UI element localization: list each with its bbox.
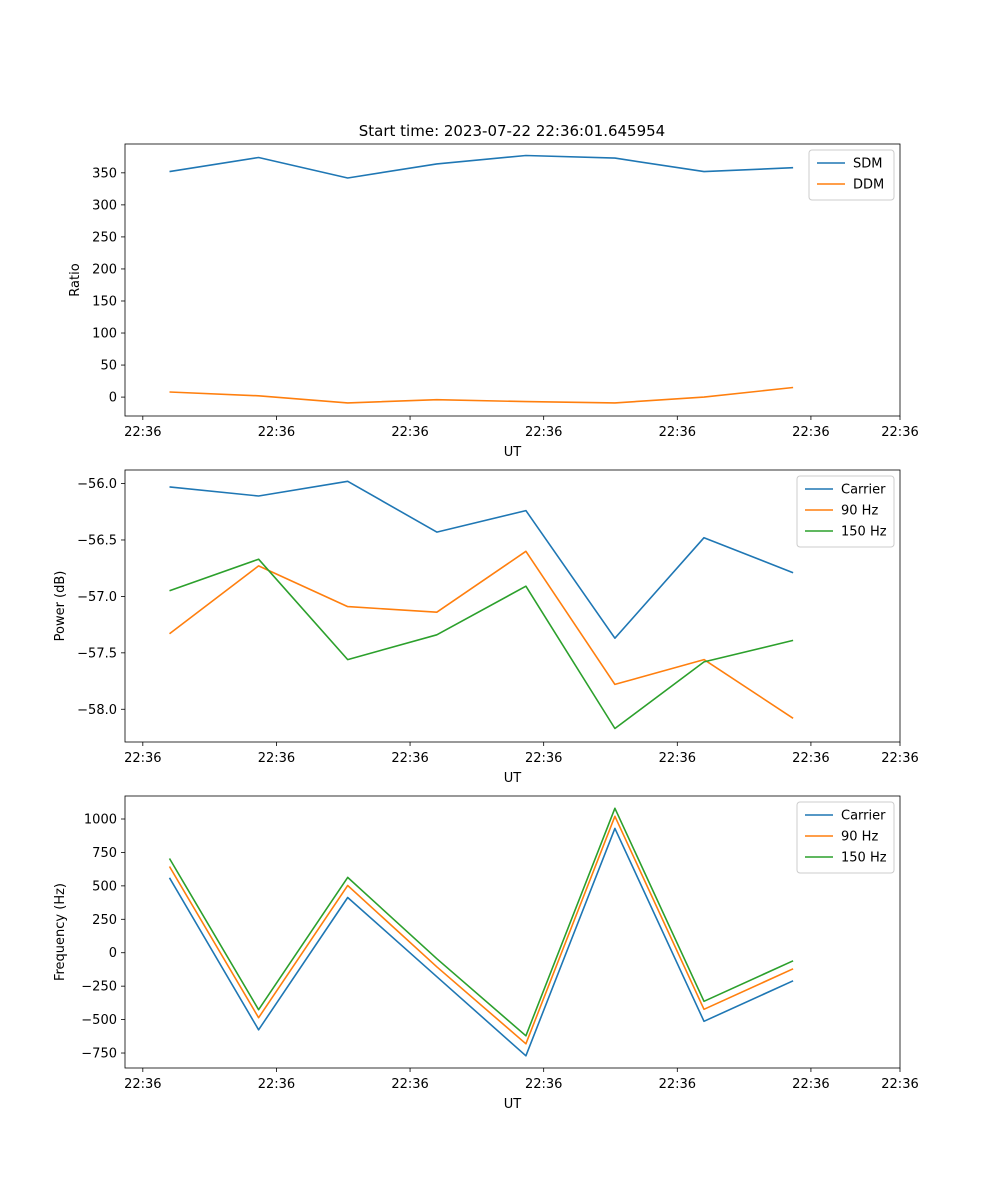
legend-label: 90 Hz [841, 830, 878, 845]
y-tick-label: −58.0 [77, 703, 117, 718]
x-tick-label: 22:36 [525, 751, 562, 766]
x-tick-label: 22:36 [124, 1077, 161, 1092]
x-tick-label: 22:36 [258, 425, 295, 440]
y-axis-label: Power (dB) [53, 571, 68, 642]
x-axis-label: UT [504, 771, 522, 786]
y-tick-label: 200 [92, 262, 117, 277]
legend-box [796, 801, 895, 874]
x-tick-label: 22:36 [391, 1077, 428, 1092]
y-tick-label: −250 [81, 980, 117, 995]
legend: Carrier 90 Hz 150 Hz [796, 475, 895, 548]
series-line-carrier [169, 480, 794, 640]
y-tick-label: −57.0 [77, 590, 117, 605]
y-tick-label: 150 [92, 294, 117, 309]
y-tick-label: 300 [92, 198, 117, 213]
y-tick-label: 0 [109, 946, 117, 961]
y-tick-label: 250 [92, 913, 117, 928]
legend-label: 150 Hz [841, 525, 887, 540]
legend-label: 150 Hz [841, 851, 887, 866]
series-line-carrier [168, 827, 794, 1057]
y-tick-label: 750 [92, 846, 117, 861]
legend-label: Carrier [841, 483, 886, 498]
legend-box [796, 475, 895, 548]
axes-frame [124, 795, 901, 1069]
y-tick-label: −500 [81, 1013, 117, 1028]
legend-label: SDM [853, 157, 882, 172]
x-tick-label: 22:36 [659, 1077, 696, 1092]
x-tick-label: 22:36 [525, 425, 562, 440]
series-line-90-hz [168, 815, 794, 1045]
x-axis-label: UT [504, 445, 522, 460]
legend-label: DDM [853, 178, 884, 193]
subplot-2: 22:36 22:36 22:36 22:36 22:36 22:36 22:36 −56.0… [53, 469, 919, 786]
figure-title: Start time: 2023-07-22 22:36:01.645954 [359, 122, 665, 140]
x-tick-label: 22:36 [881, 1077, 918, 1092]
series-line-ddm [169, 386, 794, 404]
x-tick-label: 22:36 [792, 1077, 829, 1092]
y-tick-label: 1000 [84, 813, 117, 828]
x-tick-label: 22:36 [881, 751, 918, 766]
series-line-150-hz [168, 807, 794, 1037]
y-tick-label: 50 [100, 359, 117, 374]
axes-frame [124, 143, 901, 417]
x-tick-label: 22:36 [124, 751, 161, 766]
x-tick-label: 22:36 [659, 425, 696, 440]
legend: SDM DDM [808, 149, 895, 201]
x-tick-label: 22:36 [792, 425, 829, 440]
x-tick-label: 22:36 [525, 1077, 562, 1092]
y-tick-label: −56.5 [77, 533, 117, 548]
x-tick-label: 22:36 [391, 751, 428, 766]
x-tick-label: 22:36 [792, 751, 829, 766]
x-axis-label: UT [504, 1097, 522, 1112]
y-tick-label: 100 [92, 327, 117, 342]
legend-label: 90 Hz [841, 504, 878, 519]
y-tick-label: 0 [109, 391, 117, 406]
x-tick-label: 22:36 [258, 751, 295, 766]
subplots: 22:36 22:36 22:36 22:36 22:36 22:36 22:36 0 50 10… [53, 143, 919, 1112]
axes-frame [124, 469, 901, 743]
y-tick-label: −750 [81, 1047, 117, 1062]
x-tick-label: 22:36 [124, 425, 161, 440]
y-tick-label: 350 [92, 166, 117, 181]
legend: Carrier 90 Hz 150 Hz [796, 801, 895, 874]
y-tick-label: 250 [92, 230, 117, 245]
series-line-150-hz [169, 558, 794, 730]
y-tick-label: −57.5 [77, 646, 117, 661]
x-tick-label: 22:36 [881, 425, 918, 440]
legend-label: Carrier [841, 809, 886, 824]
series-line-sdm [169, 154, 794, 179]
x-tick-label: 22:36 [391, 425, 428, 440]
x-tick-label: 22:36 [258, 1077, 295, 1092]
y-axis-label: Frequency (Hz) [53, 883, 68, 981]
subplot-3: 22:36 22:36 22:36 22:36 22:36 22:36 22:36 1000 7… [53, 795, 919, 1112]
series-line-90-hz [169, 550, 794, 719]
y-axis-label: Ratio [68, 263, 83, 296]
y-tick-label: 500 [92, 879, 117, 894]
subplot-1: 22:36 22:36 22:36 22:36 22:36 22:36 22:36 0 50 10… [68, 143, 919, 460]
y-tick-label: −56.0 [77, 477, 117, 492]
x-tick-label: 22:36 [659, 751, 696, 766]
